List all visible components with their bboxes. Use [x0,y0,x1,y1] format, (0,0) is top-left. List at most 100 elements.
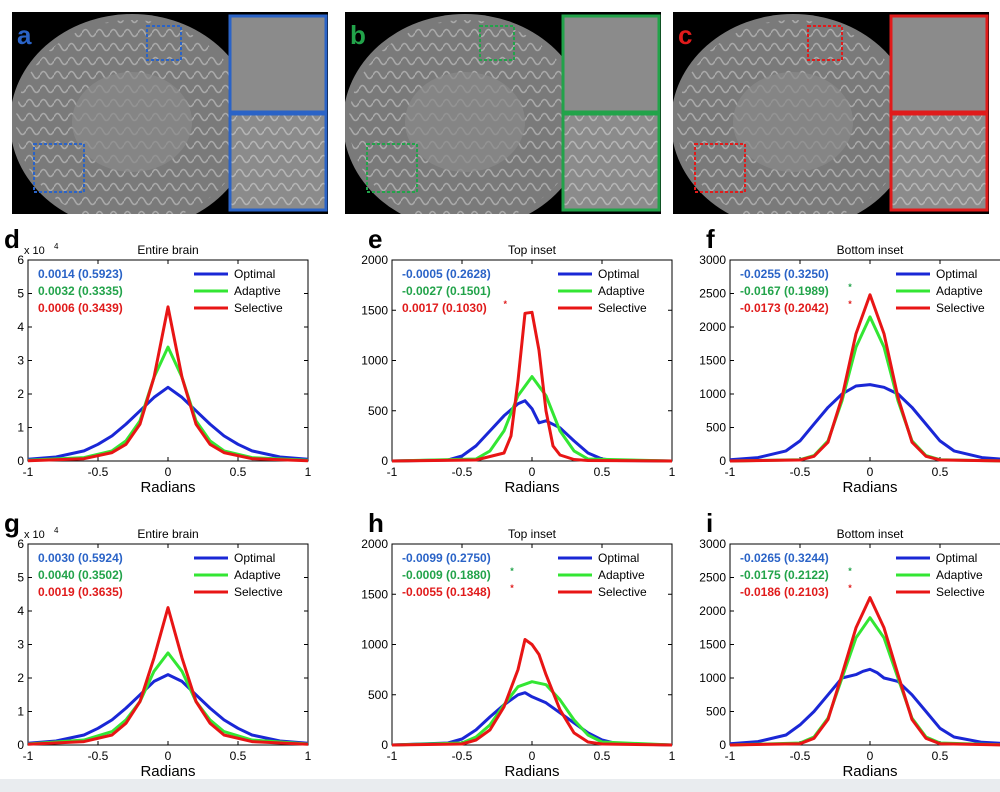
series-line-optimal [391,399,673,463]
y-tick-label: 3000 [699,537,726,551]
y-tick-label: 3 [17,354,24,368]
x-tick-label: -0.5 [452,749,473,763]
y-tick-label: 1500 [699,638,726,652]
bottom-strip [0,779,1000,792]
y-tick-label: 4 [17,320,24,334]
x-axis-label: Radians [140,763,195,780]
legend-label: Adaptive [936,568,983,582]
legend-label: Selective [598,585,647,599]
y-tick-label: 0 [381,454,388,468]
chart-title: Entire brain [137,527,198,541]
chart-f: f Bottom inset 0 500 1000 1500 2000 2500 3000 -1 -… [699,224,1000,496]
x-tick-label: -1 [725,465,736,479]
x-tick-label: -1 [725,749,736,763]
x-tick-label: 0.5 [230,465,247,479]
stat-value: 0.0017 (0.1030) [402,301,487,315]
x-tick-label: 1 [305,749,312,763]
x-tick-label: 1 [669,749,676,763]
mri-image-panel-a: a [12,12,328,214]
mri-brain-image-c [673,12,989,214]
stat-value: 0.0032 (0.3335) [38,284,123,298]
y-tick-label: 500 [368,688,388,702]
stat-value: 0.0040 (0.3502) [38,568,123,582]
y-tick-label: 5 [17,571,24,585]
y-exponent-label: x 10 [24,245,45,257]
legend-label: Adaptive [234,568,281,582]
x-tick-label: 1 [669,465,676,479]
significance-marker: * [510,566,514,576]
y-tick-label: 1000 [361,354,388,368]
legend-label: Adaptive [234,284,281,298]
y-tick-label: 1500 [699,354,726,368]
significance-marker: * [848,282,852,292]
legend-label: Adaptive [936,284,983,298]
significance-marker: * [848,583,852,593]
series-line-adaptive [27,651,309,746]
y-tick-label: 5 [17,287,24,301]
x-tick-label: -0.5 [790,749,811,763]
series-line-selective [391,638,673,747]
x-tick-label: 0.5 [932,749,949,763]
x-axis-label: Radians [842,763,897,780]
series-line-selective [391,310,673,463]
significance-marker: * [510,583,514,593]
stat-value: -0.0173 (0.2042) [740,301,829,315]
series-line-adaptive [391,375,673,463]
legend: Optimal Adaptive Selective [896,267,985,315]
legend-label: Selective [234,585,283,599]
x-tick-label: 0 [867,749,874,763]
x-tick-label: 0 [165,749,172,763]
x-tick-label: 0.5 [594,465,611,479]
x-tick-label: 0 [529,465,536,479]
chart-title: Bottom inset [837,527,904,541]
chart-title: Top inset [508,243,557,257]
y-tick-label: 3 [17,638,24,652]
series-line-adaptive [391,680,673,747]
x-tick-label: 0 [165,465,172,479]
legend-label: Adaptive [598,284,645,298]
panel-letter-a: a [17,20,32,50]
y-tick-label: 1 [17,705,24,719]
x-axis-label: Radians [504,479,559,496]
x-tick-label: -1 [387,749,398,763]
legend-label: Optimal [936,267,977,281]
stat-value: -0.0186 (0.2103) [740,585,829,599]
chart-title: Bottom inset [837,243,904,257]
y-tick-label: 2 [17,387,24,401]
legend-label: Optimal [598,551,639,565]
x-axis-label: Radians [842,479,897,496]
legend-label: Selective [598,301,647,315]
chart-title: Top inset [508,527,557,541]
series-line-adaptive [729,616,1000,747]
chart-h: h Top inset 0 500 1000 1500 2000 -1 -0.5 0 0.5 1 Rad… [361,508,675,780]
x-tick-label: -1 [23,749,34,763]
y-tick-label: 1 [17,421,24,435]
y-tick-label: 2500 [699,571,726,585]
x-tick-label: -0.5 [790,465,811,479]
y-tick-label: 2000 [361,253,388,267]
series-line-optimal [27,673,309,745]
panel-letter-b: b [350,20,366,50]
stat-value: 0.0030 (0.5924) [38,551,123,565]
x-tick-label: 0 [529,749,536,763]
chart-letter-i: i [706,508,713,538]
stat-value: 0.0006 (0.3439) [38,301,123,315]
legend-label: Optimal [598,267,639,281]
y-tick-label: 1000 [361,638,388,652]
legend-label: Adaptive [598,568,645,582]
x-tick-label: 0.5 [594,749,611,763]
stat-value: -0.0055 (0.1348) [402,585,491,599]
y-tick-label: 1000 [699,387,726,401]
x-axis-label: Radians [140,479,195,496]
series-line-optimal [391,691,673,747]
significance-marker: * [504,299,508,309]
y-tick-label: 1500 [361,587,388,601]
x-tick-label: -1 [387,465,398,479]
x-tick-label: 0.5 [230,749,247,763]
series-line-adaptive [729,315,1000,463]
significance-marker: * [848,299,852,309]
chart-d: d Entire brain x 10 4 0 1 2 3 4 5 6 -1 -0.5 0 0.5 1 Radi… [4,224,312,496]
y-tick-label: 2000 [699,604,726,618]
legend: Optimal Adaptive Selective [194,551,283,599]
stat-value: -0.0175 (0.2122) [740,568,829,582]
